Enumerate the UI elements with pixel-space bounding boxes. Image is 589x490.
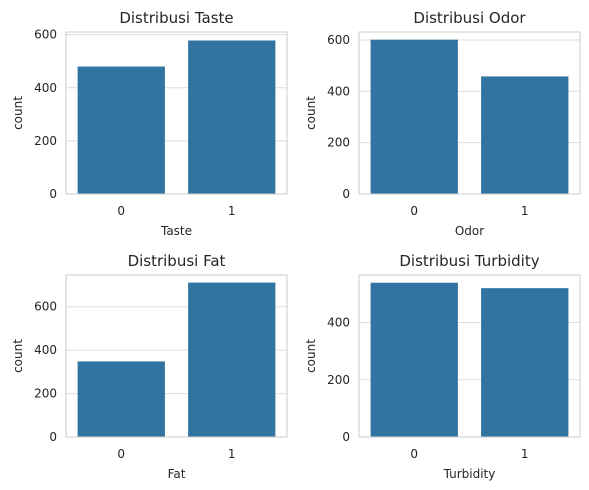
chart-title: Distribusi Turbidity [399,252,539,270]
y-axis-label: count [11,339,25,373]
chart-title: Distribusi Fat [128,252,226,270]
y-tick-label: 0 [342,430,350,444]
y-tick-label: 600 [327,33,350,47]
x-tick-label: 1 [521,204,529,218]
y-tick-label: 200 [327,136,350,150]
y-tick-label: 400 [34,81,57,95]
x-tick-label: 0 [410,204,418,218]
y-tick-label: 400 [34,343,57,357]
x-axis-label: Turbidity [443,467,496,481]
y-axis-label: count [11,96,25,130]
x-axis-label: Odor [455,224,484,238]
y-tick-label: 200 [34,387,57,401]
y-tick-label: 0 [49,187,57,201]
chart-title: Distribusi Odor [413,9,526,27]
x-axis-label: Fat [168,467,186,481]
y-tick-label: 0 [49,430,57,444]
x-tick-label: 0 [117,204,125,218]
bar [481,288,569,437]
y-tick-label: 200 [327,373,350,387]
bar [370,39,458,195]
plot-frame [358,31,581,195]
y-axis-label: count [304,96,318,130]
chart-fat: 0 200 400 600 0 1 Distribusi Fat Fat count [11,252,288,481]
x-axis-label: Taste [160,224,192,238]
chart-odor: 0 200 400 600 0 1 Distribusi Odor Odor count [304,9,581,238]
bar [188,40,276,195]
bar [77,361,165,437]
plot-frame [65,31,288,195]
plot-frame [358,274,581,438]
chart-taste: 0 200 400 600 0 1 Distribusi Taste Taste count [11,9,288,238]
y-tick-label: 200 [34,134,57,148]
chart-turbidity: 0 200 400 0 1 Distribusi Turbidity Turbidity co… [304,252,581,481]
y-tick-label: 400 [327,84,350,98]
y-axis-label: count [304,339,318,373]
x-tick-label: 1 [228,447,236,461]
bar [370,282,458,437]
y-tick-label: 400 [327,316,350,330]
y-tick-label: 600 [34,300,57,314]
x-tick-label: 0 [410,447,418,461]
y-tick-label: 600 [34,28,57,42]
x-tick-label: 1 [521,447,529,461]
bar [77,66,165,194]
x-tick-label: 0 [117,447,125,461]
chart-title: Distribusi Taste [119,9,233,27]
y-tick-label: 0 [342,187,350,201]
x-tick-label: 1 [228,204,236,218]
bar [188,282,276,437]
plot-frame [65,274,288,438]
bar [481,76,569,194]
